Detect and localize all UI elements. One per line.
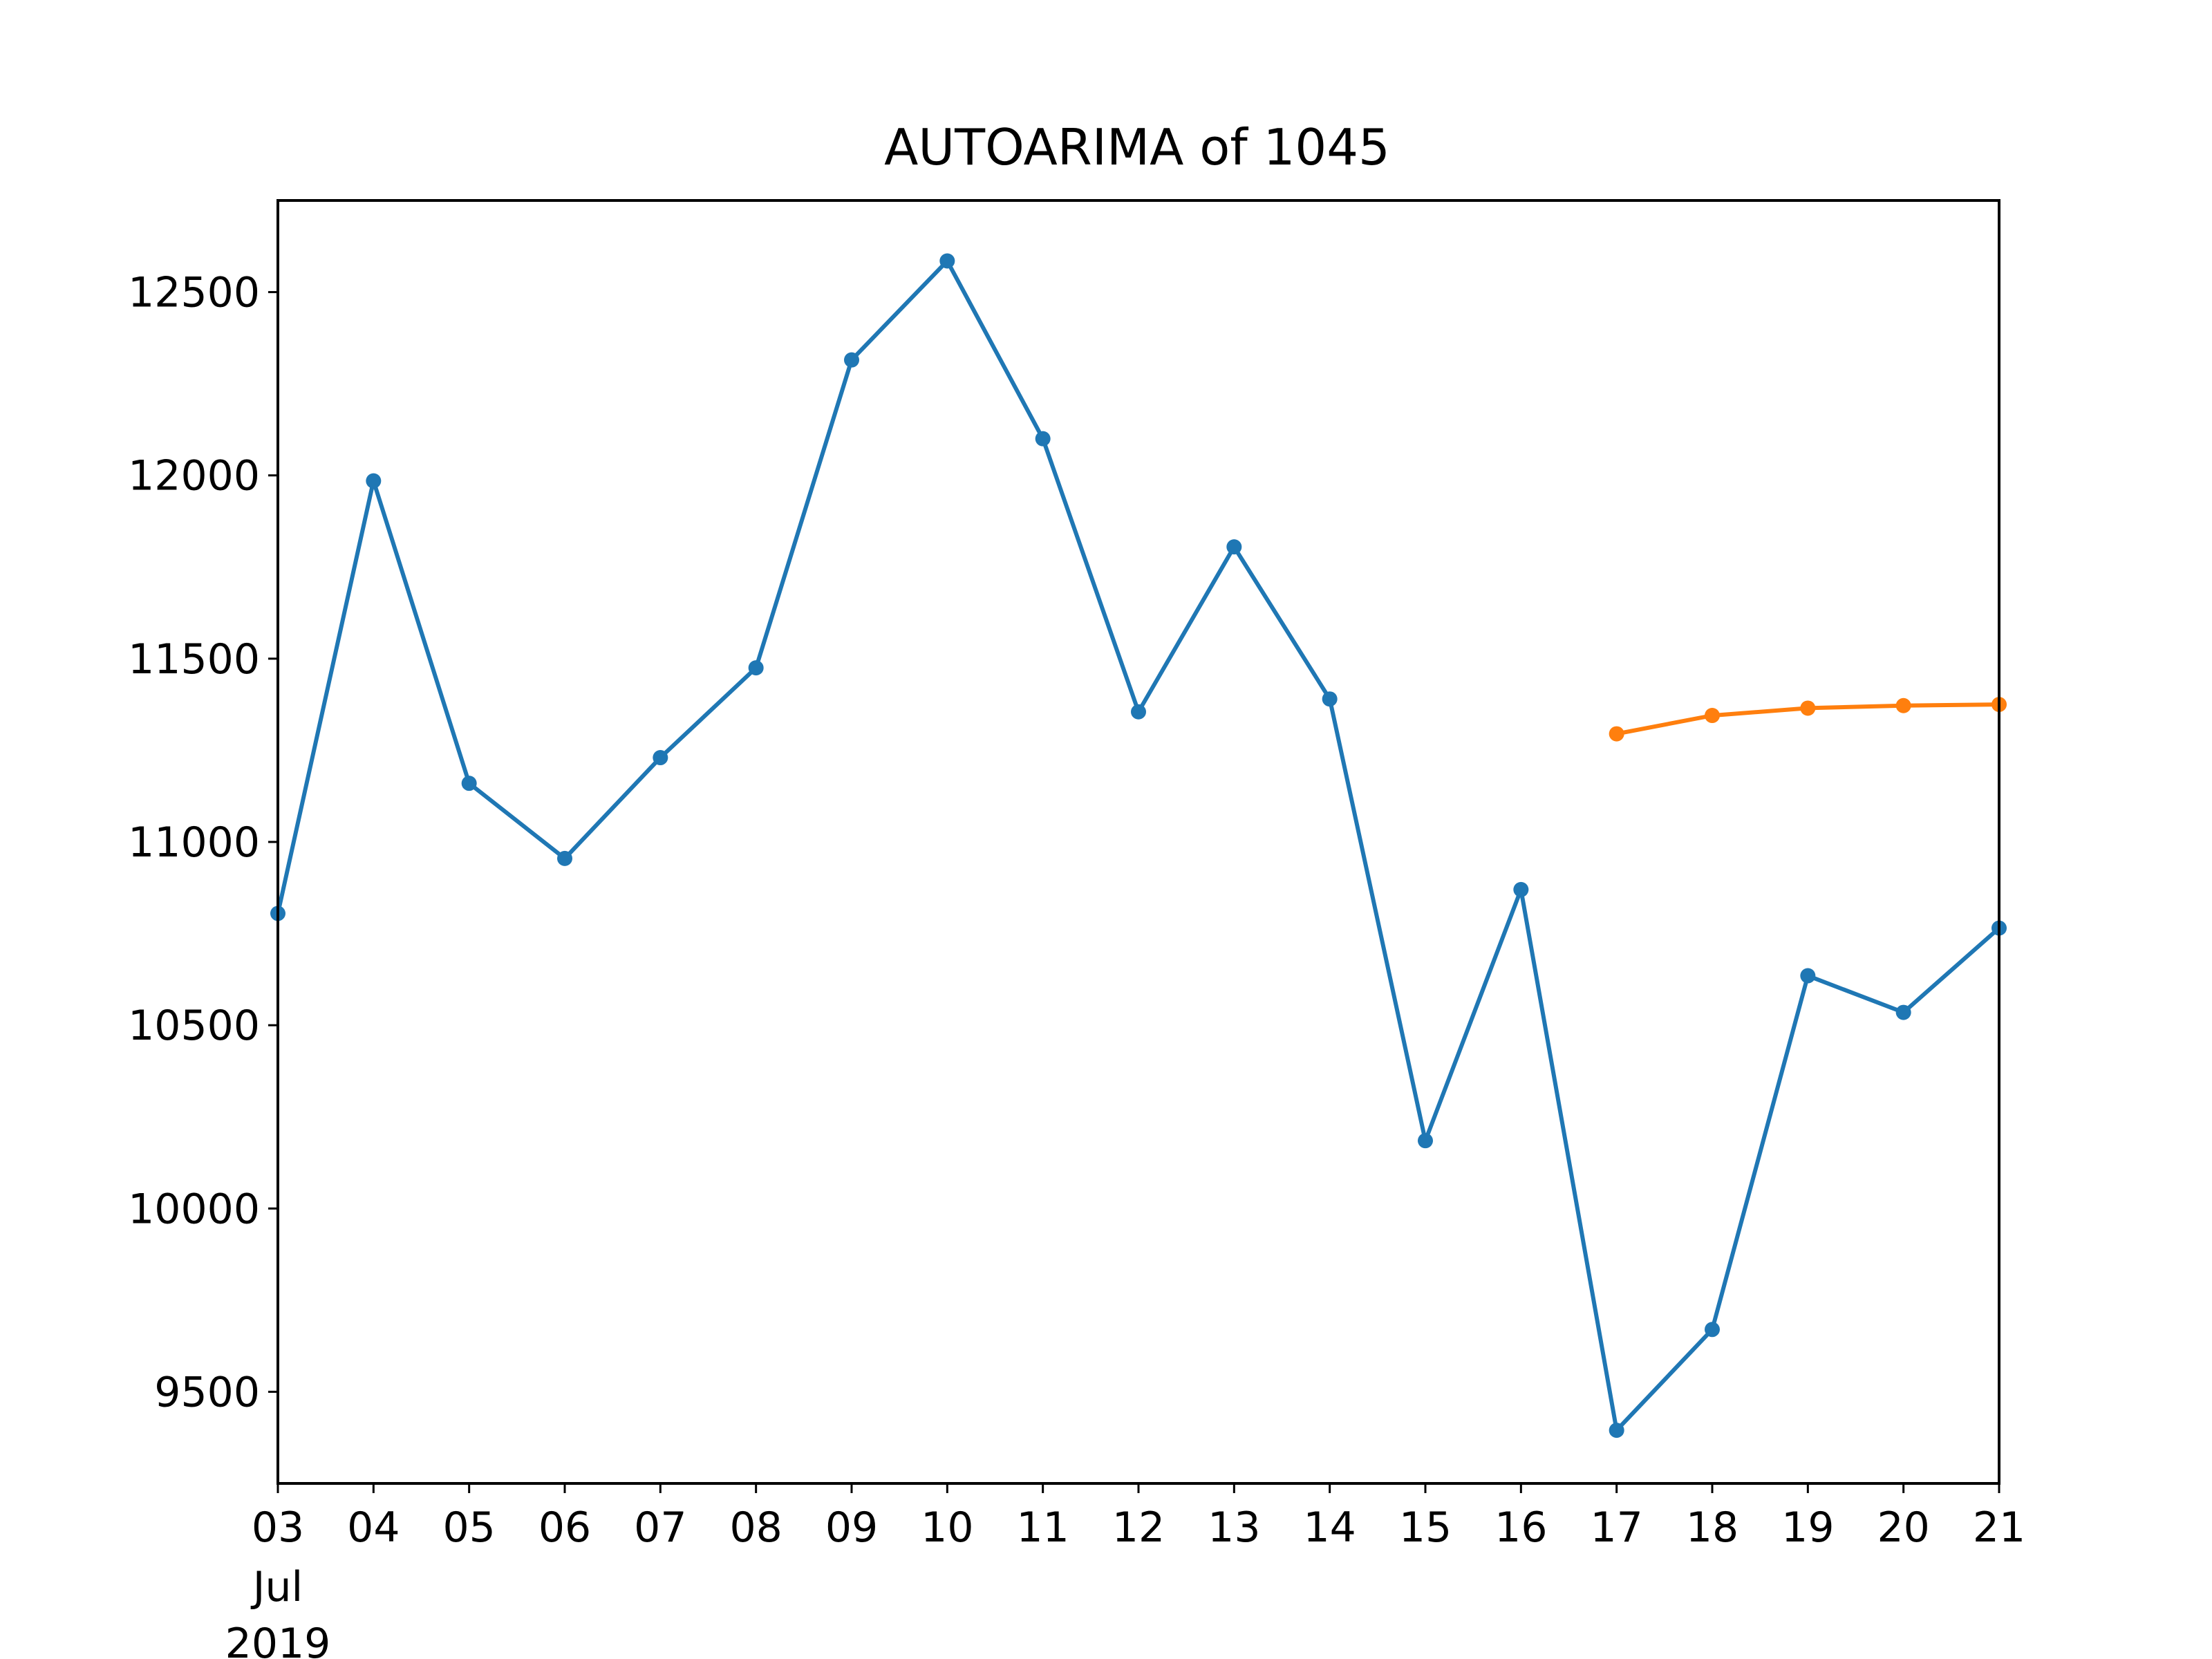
x-tick-label: 14 [1303,1503,1356,1552]
series-layer [270,253,2007,1438]
series-point-1 [939,253,955,269]
y-tick-label: 10000 [128,1185,260,1233]
x-tick-label: 13 [1208,1503,1260,1552]
series-point-2 [1800,700,1816,716]
x-tick-sublabel: Jul [250,1563,303,1611]
series-point-1 [748,660,764,676]
x-tick-label: 19 [1781,1503,1834,1552]
plot-frame [276,199,2000,1485]
x-tick-label: 16 [1494,1503,1547,1552]
series-point-2 [1705,708,1720,724]
series-point-1 [366,473,382,489]
series-point-1 [1609,1423,1624,1438]
series-point-2 [1609,726,1624,742]
series-point-1 [1226,539,1242,555]
x-tick-label: 21 [1973,1503,2025,1552]
x-tick-label: 15 [1399,1503,1452,1552]
chart-title: AUTOARIMA of 1045 [884,118,1390,176]
y-tick-label: 12500 [128,269,260,317]
series-point-1 [1513,881,1529,897]
series-point-1 [1418,1133,1433,1149]
x-tick-label: 06 [538,1503,591,1552]
series-point-1 [1035,431,1051,447]
y-tick-label: 10500 [128,1002,260,1050]
series-point-1 [1322,691,1338,707]
x-tick-label: 20 [1877,1503,1929,1552]
x-tick-label: 03 [252,1503,304,1552]
series-point-1 [1800,968,1816,984]
x-tick-label: 10 [921,1503,973,1552]
x-tick-label: 18 [1686,1503,1738,1552]
x-tick-label: 12 [1112,1503,1165,1552]
x-tick-label: 04 [347,1503,400,1552]
x-tick-label: 17 [1590,1503,1642,1552]
series-point-1 [1705,1322,1720,1338]
series-point-1 [844,352,859,368]
series-point-1 [461,776,477,791]
series-point-1 [1131,704,1146,720]
x-tick-label: 09 [825,1503,878,1552]
y-tick-label: 11500 [128,635,260,684]
x-tick-sublabel: 2019 [225,1620,331,1659]
series-point-1 [1895,1004,1911,1020]
x-tick-label: 05 [442,1503,495,1552]
x-tick-label: 11 [1016,1503,1069,1552]
y-tick-label: 12000 [128,452,260,500]
x-tick-label: 08 [729,1503,782,1552]
series-point-2 [1895,697,1911,713]
x-tick-label: 07 [634,1503,686,1552]
y-tick-label: 11000 [128,818,260,867]
axis-layer: 9500 10000 10500 11000 11500 12000 12500 03 04 05… [128,269,2025,1659]
series-point-1 [557,850,572,866]
y-tick-label: 9500 [154,1368,260,1416]
series-point-1 [653,750,668,766]
